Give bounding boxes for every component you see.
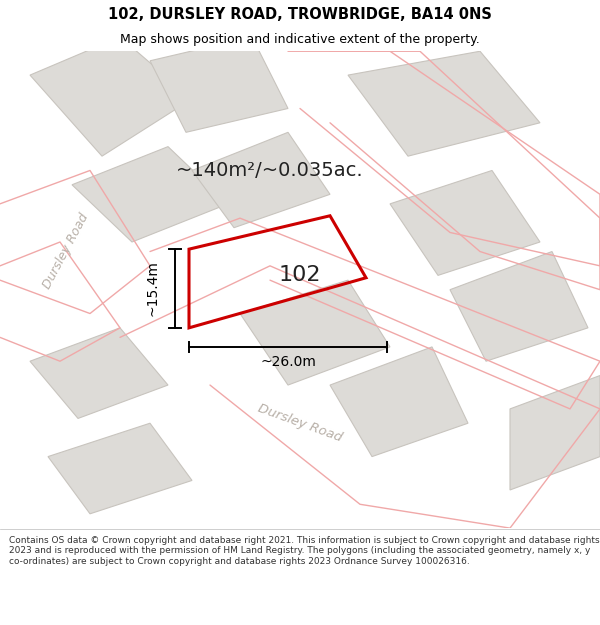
Text: ~26.0m: ~26.0m <box>260 355 316 369</box>
Polygon shape <box>192 132 330 228</box>
Polygon shape <box>390 171 540 276</box>
Polygon shape <box>510 376 600 490</box>
Text: Dursley Road: Dursley Road <box>41 212 91 291</box>
Text: Contains OS data © Crown copyright and database right 2021. This information is : Contains OS data © Crown copyright and d… <box>9 536 599 566</box>
Polygon shape <box>450 251 588 361</box>
Text: Map shows position and indicative extent of the property.: Map shows position and indicative extent… <box>120 34 480 46</box>
Text: Dursley Road: Dursley Road <box>256 402 344 444</box>
Polygon shape <box>240 280 390 385</box>
Polygon shape <box>30 37 192 156</box>
Text: ~15.4m: ~15.4m <box>145 261 160 316</box>
Polygon shape <box>48 423 192 514</box>
Polygon shape <box>30 328 168 419</box>
Text: 102: 102 <box>279 266 321 286</box>
Polygon shape <box>72 147 228 242</box>
Polygon shape <box>348 51 540 156</box>
Text: ~140m²/~0.035ac.: ~140m²/~0.035ac. <box>176 161 364 180</box>
Polygon shape <box>150 37 288 132</box>
Polygon shape <box>330 347 468 457</box>
Text: 102, DURSLEY ROAD, TROWBRIDGE, BA14 0NS: 102, DURSLEY ROAD, TROWBRIDGE, BA14 0NS <box>108 7 492 22</box>
